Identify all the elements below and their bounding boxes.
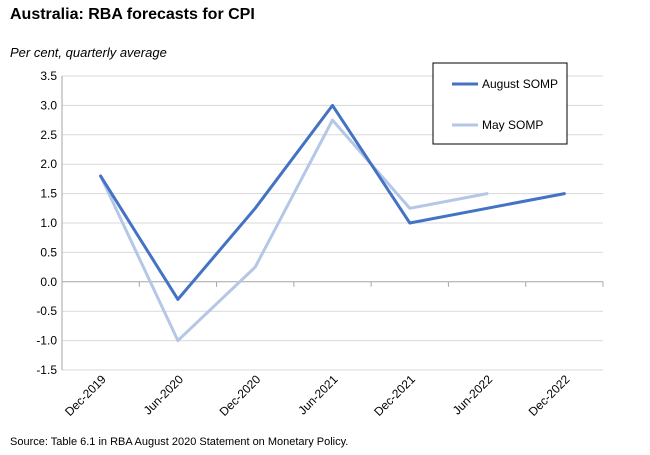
source-note: Source: Table 6.1 in RBA August 2020 Sta… bbox=[10, 436, 349, 448]
y-tick-label: 3.0 bbox=[40, 98, 57, 112]
legend-label: August SOMP bbox=[482, 77, 558, 91]
y-tick-label: -1.0 bbox=[36, 334, 57, 348]
x-tick-label: Dec-2019 bbox=[62, 372, 109, 419]
legend-label: May SOMP bbox=[482, 118, 543, 132]
chart-title: Australia: RBA forecasts for CPI bbox=[10, 6, 255, 23]
y-tick-label: 2.0 bbox=[40, 157, 57, 171]
x-tick-label: Jun-2021 bbox=[295, 372, 341, 418]
y-tick-label: 0.0 bbox=[40, 275, 57, 289]
y-tick-label: 1.0 bbox=[40, 216, 57, 230]
series-line-august-somp bbox=[99, 103, 566, 301]
y-tick-label: 0.5 bbox=[40, 245, 57, 259]
y-tick-label: 3.5 bbox=[40, 69, 57, 83]
x-tick-label: Dec-2021 bbox=[371, 372, 418, 419]
x-tick-label: Jun-2022 bbox=[450, 372, 496, 418]
axes bbox=[61, 76, 604, 370]
series-line-may-somp bbox=[99, 118, 489, 343]
chart-subtitle: Per cent, quarterly average bbox=[10, 45, 167, 60]
y-tick-label: -0.5 bbox=[36, 304, 57, 318]
x-tick-label: Dec-2022 bbox=[526, 372, 573, 419]
x-tick-label: Jun-2020 bbox=[141, 372, 187, 418]
legend-box bbox=[432, 62, 568, 145]
y-tick-label: 1.5 bbox=[40, 187, 57, 201]
x-tick-label: Dec-2020 bbox=[217, 372, 264, 419]
y-tick-label: 2.5 bbox=[40, 128, 57, 142]
y-tick-label: -1.5 bbox=[36, 363, 57, 377]
series-lines bbox=[99, 103, 566, 343]
legend: August SOMP May SOMP bbox=[432, 62, 568, 145]
